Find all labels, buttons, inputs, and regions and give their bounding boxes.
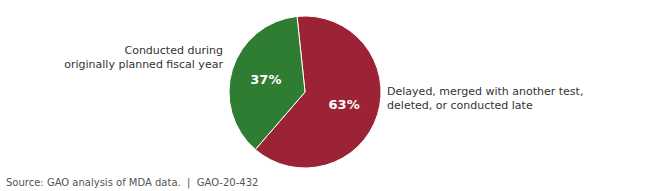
svg-text:deleted, or conducted late: deleted, or conducted late bbox=[387, 99, 533, 112]
svg-text:63%: 63% bbox=[329, 97, 360, 112]
svg-text:Source: GAO analysis of MDA da: Source: GAO analysis of MDA data. | GAO-… bbox=[6, 177, 258, 189]
svg-text:originally planned fiscal year: originally planned fiscal year bbox=[64, 58, 223, 71]
svg-text:37%: 37% bbox=[250, 72, 281, 87]
svg-text:Delayed, merged with another t: Delayed, merged with another test, bbox=[387, 85, 583, 98]
svg-text:Conducted during: Conducted during bbox=[124, 44, 222, 57]
